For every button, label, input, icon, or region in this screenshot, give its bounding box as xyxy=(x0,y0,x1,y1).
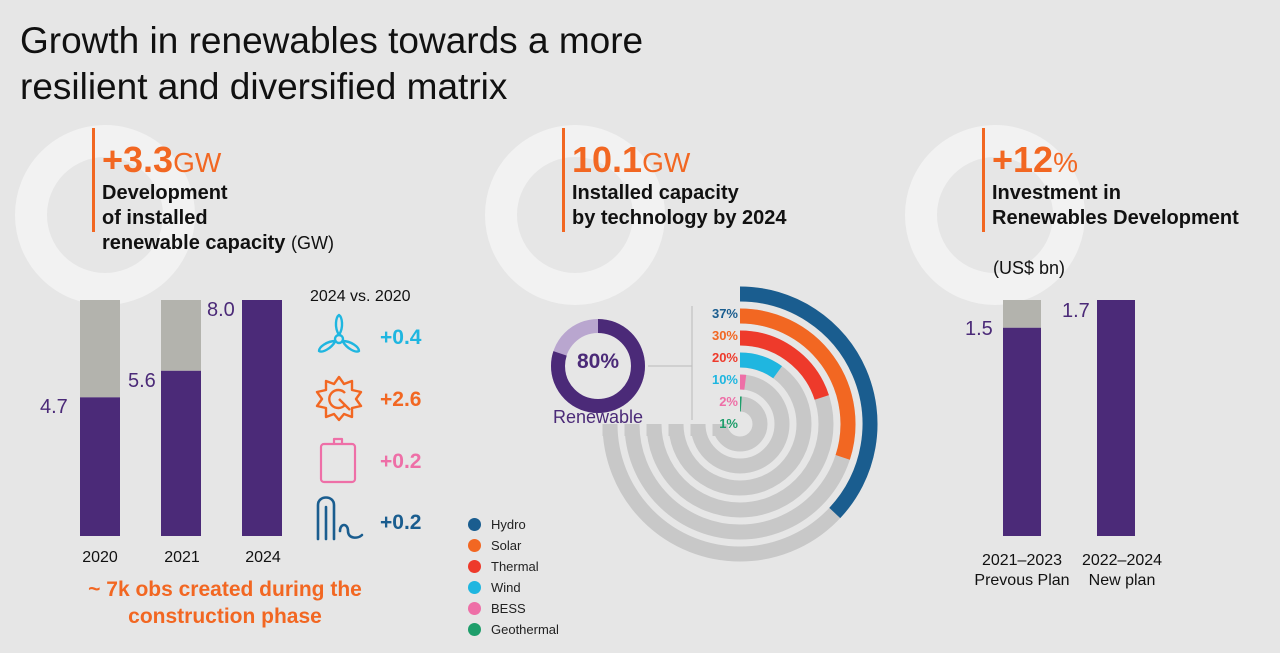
arc-thermal xyxy=(739,330,829,400)
legend-item: Hydro xyxy=(468,514,559,535)
technology-legend: Hydro Solar Thermal Wind BESS Geothermal xyxy=(468,514,559,640)
bar-category-label: 2021 xyxy=(164,549,200,566)
kpi3-value: +12% xyxy=(992,139,1078,180)
bar-2024 xyxy=(242,300,282,536)
donut-percentage: 80% xyxy=(576,350,620,373)
kpi2-description: Installed capacity by technology by 2024 xyxy=(572,182,787,229)
arc-label-thermal: 20% xyxy=(711,350,738,365)
solar-icon xyxy=(315,375,363,422)
arc-label-hydro: 37% xyxy=(711,306,738,321)
battery-icon xyxy=(319,437,357,484)
bess-delta-value: +0.2 xyxy=(380,450,422,473)
kpi3-description: Investment in Renewables Development xyxy=(992,182,1239,229)
bar-value-label: 1.5 xyxy=(965,318,993,340)
legend-item: Solar xyxy=(468,535,559,556)
donut-fill xyxy=(551,319,645,413)
legend-swatch xyxy=(468,581,481,594)
arc-solar xyxy=(739,308,856,460)
kpi2-value: 10.1GW xyxy=(572,139,691,180)
legend-item: Thermal xyxy=(468,556,559,577)
bar-2020 xyxy=(80,397,120,536)
geothermal-pipes-icon xyxy=(316,496,364,541)
bar-value-label: 5.6 xyxy=(128,370,156,392)
deltas-header: 2024 vs. 2020 xyxy=(310,288,411,305)
solar-delta-value: +2.6 xyxy=(380,388,422,411)
bar-remainder xyxy=(80,300,120,398)
geothermal-delta-value: +0.2 xyxy=(380,511,422,534)
bar-2021 xyxy=(161,370,201,536)
bar-remainder xyxy=(1003,300,1041,328)
legend-item: BESS xyxy=(468,598,559,619)
wind-turbine-icon xyxy=(317,313,361,353)
legend-swatch xyxy=(468,602,481,615)
kpi-accent-line xyxy=(982,128,985,232)
renewable-donut xyxy=(551,319,645,413)
wind-delta-value: +0.4 xyxy=(380,326,422,349)
kpi-accent-line xyxy=(562,128,565,232)
bar-category-label: 2020 xyxy=(82,549,118,566)
arc-label-wind: 10% xyxy=(711,372,738,387)
legend-swatch xyxy=(468,623,481,636)
arc-hydro xyxy=(739,286,878,519)
kpi1-description: Development of installed renewable capac… xyxy=(102,182,334,254)
investment-unit: (US$ bn) xyxy=(993,258,1066,278)
arc-label-solar: 30% xyxy=(711,328,738,343)
arc-track xyxy=(690,374,790,474)
kpi-accent-line xyxy=(92,128,95,232)
bar-category-label: 2021–2023 Prevous Plan xyxy=(974,552,1070,589)
bar-category-label: 2024 xyxy=(245,549,281,566)
bar-category-label: 2022–2024 New plan xyxy=(1081,552,1163,589)
bar-2021–2023 xyxy=(1003,327,1041,536)
legend-swatch xyxy=(468,560,481,573)
page-title: Growth in renewables towards a more resi… xyxy=(20,20,644,107)
jobs-created-note: ~ 7k obs created during the construction… xyxy=(88,578,362,628)
arc-label-geothermal: 1% xyxy=(719,416,738,431)
arc-wind xyxy=(739,352,783,379)
legend-swatch xyxy=(468,518,481,531)
donut-label: Renewable xyxy=(552,407,644,427)
legend-swatch xyxy=(468,539,481,552)
bar-2022–2024 xyxy=(1097,300,1135,536)
kpi1-value: +3.3GW xyxy=(102,139,222,180)
bar-value-label: 1.7 xyxy=(1062,300,1090,322)
bar-value-label: 8.0 xyxy=(207,299,235,321)
arc-label-bess: 2% xyxy=(719,394,738,409)
bar-value-label: 4.7 xyxy=(40,396,68,418)
bar-remainder xyxy=(161,300,201,371)
arc-track xyxy=(668,352,812,496)
legend-item: Geothermal xyxy=(468,619,559,640)
legend-item: Wind xyxy=(468,577,559,598)
arc-track xyxy=(712,396,768,452)
